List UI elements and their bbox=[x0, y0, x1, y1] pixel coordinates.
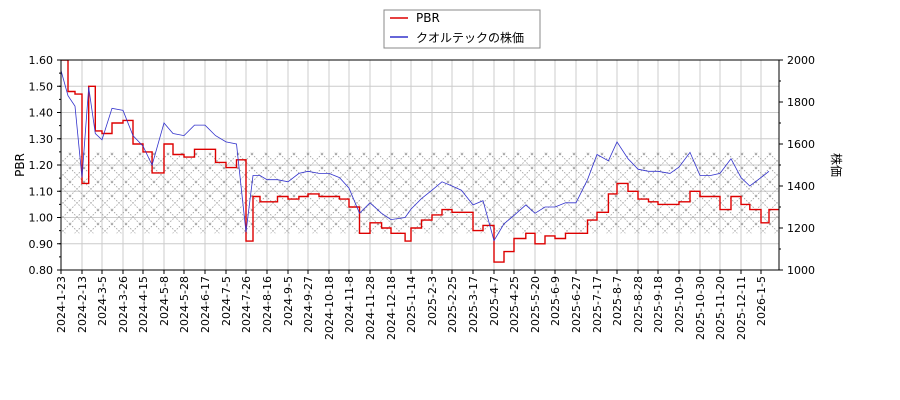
x-tick-label: 2025-2-25 bbox=[446, 276, 459, 333]
y-axis-right: 1000 1200 1400 1600 1800 2000 bbox=[779, 54, 815, 277]
legend-box bbox=[383, 9, 541, 49]
y-axis-left-title: PBR bbox=[13, 153, 27, 177]
x-tick-label: 2024-8-16 bbox=[261, 276, 274, 333]
x-tick-label: 2025-6-27 bbox=[570, 276, 583, 333]
x-tick-label: 2024-10-18 bbox=[323, 276, 336, 340]
x-tick-label: 2024-3-5 bbox=[96, 276, 109, 326]
x-tick-label: 2025-4-7 bbox=[488, 276, 501, 326]
x-tick-label: 2025-4-25 bbox=[508, 276, 521, 333]
x-tick-label: 2024-2-13 bbox=[76, 276, 89, 333]
y-tick-label-left: 0.80 bbox=[29, 264, 54, 277]
x-tick-label: 2025-9-18 bbox=[652, 276, 665, 333]
y-tick-label-left: 1.40 bbox=[29, 107, 54, 120]
x-tick-label: 2025-8-7 bbox=[611, 276, 624, 326]
x-tick-label: 2024-3-26 bbox=[117, 276, 130, 333]
x-tick-label: 2024-6-17 bbox=[199, 276, 212, 333]
x-tick-label: 2026-1-5 bbox=[755, 276, 768, 326]
x-tick-label: 2024-9-27 bbox=[302, 276, 315, 333]
x-tick-label: 2025-11-20 bbox=[714, 276, 727, 340]
y-tick-label-right: 1000 bbox=[787, 264, 815, 277]
y-tick-label-right: 1400 bbox=[787, 180, 815, 193]
y-tick-label-left: 1.30 bbox=[29, 133, 54, 146]
y-tick-label-left: 0.90 bbox=[29, 238, 54, 251]
y-tick-label-right: 1200 bbox=[787, 222, 815, 235]
legend: PBR クオルテックの株価 bbox=[383, 9, 541, 49]
y-axis-left: 0.80 0.90 1.00 1.10 1.20 1.30 1.40 1.50 1.60 bbox=[29, 54, 61, 277]
stock-price-line bbox=[61, 70, 770, 242]
y-tick-label-right: 1800 bbox=[787, 96, 815, 109]
x-axis: 2024-1-23 2024-2-13 2024-3-5 2024-3-26 2024-… bbox=[55, 270, 768, 340]
x-tick-label: 2024-11-28 bbox=[364, 276, 377, 340]
y-tick-label-left: 1.00 bbox=[29, 212, 54, 225]
x-tick-label: 2024-7-5 bbox=[220, 276, 233, 326]
x-tick-label: 2025-8-28 bbox=[632, 276, 645, 333]
x-tick-label: 2024-12-18 bbox=[385, 276, 398, 340]
y-tick-label-left: 1.60 bbox=[29, 54, 54, 67]
x-tick-label: 2025-10-9 bbox=[673, 276, 686, 333]
y-tick-label-left: 1.50 bbox=[29, 80, 54, 93]
series-lines bbox=[61, 60, 779, 263]
x-tick-label: 2025-5-20 bbox=[529, 276, 542, 333]
x-tick-label: 2025-2-3 bbox=[426, 276, 439, 326]
y-tick-label-right: 1600 bbox=[787, 138, 815, 151]
x-tick-label: 2024-9-5 bbox=[282, 276, 295, 326]
x-tick-label: 2024-4-15 bbox=[137, 276, 150, 333]
x-tick-label: 2025-10-30 bbox=[694, 276, 707, 340]
x-tick-label: 2025-12-11 bbox=[735, 276, 748, 340]
x-tick-label: 2024-5-8 bbox=[158, 276, 171, 326]
legend-label-pbr: PBR bbox=[416, 11, 440, 25]
x-tick-label: 2025-3-17 bbox=[467, 276, 480, 333]
x-tick-label: 2024-7-26 bbox=[240, 276, 253, 333]
x-tick-label: 2025-6-9 bbox=[549, 276, 562, 326]
x-tick-label: 2024-5-28 bbox=[178, 276, 191, 333]
legend-label-price: クオルテックの株価 bbox=[416, 30, 524, 45]
x-tick-label: 2024-11-8 bbox=[343, 276, 356, 333]
y-axis-right-title: 株価 bbox=[829, 153, 844, 177]
y-tick-label-left: 1.20 bbox=[29, 159, 54, 172]
pbr-line bbox=[61, 60, 779, 263]
x-tick-label: 2025-1-14 bbox=[405, 276, 418, 333]
x-tick-label: 2025-7-17 bbox=[591, 276, 604, 333]
hatched-band bbox=[61, 151, 779, 234]
y-tick-label-right: 2000 bbox=[787, 54, 815, 67]
x-tick-label: 2024-1-23 bbox=[55, 276, 68, 333]
y-tick-label-left: 1.10 bbox=[29, 185, 54, 198]
